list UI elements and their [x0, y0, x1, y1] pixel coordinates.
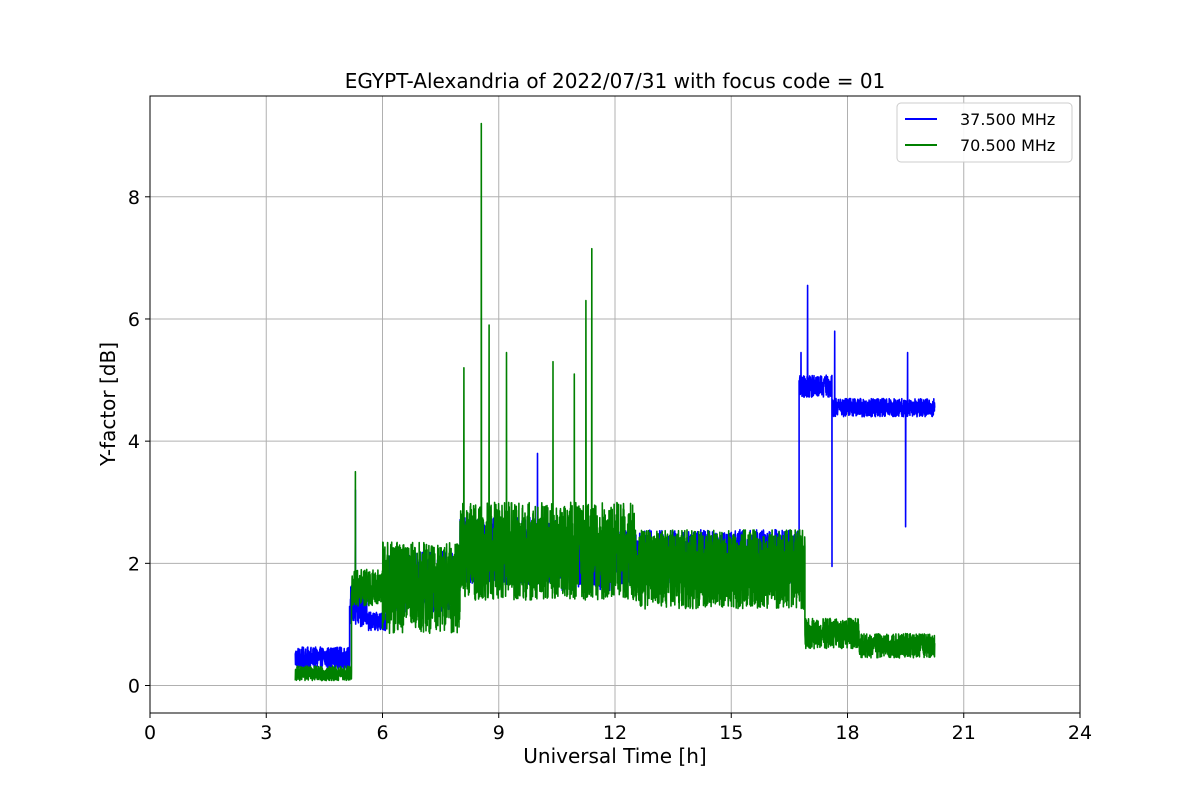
- y-tick-label: 8: [128, 187, 140, 209]
- legend-box: [896, 102, 1073, 163]
- x-tick-label: 0: [144, 722, 156, 744]
- x-axis: 0 3 6 9 12 15 18 21 24: [144, 713, 1092, 744]
- y-axis-label: Y-factor [dB]: [96, 342, 120, 467]
- x-tick-label: 3: [260, 722, 272, 744]
- y-axis: 0 2 4 6 8: [128, 187, 150, 698]
- x-axis-label: Universal Time [h]: [523, 744, 706, 768]
- x-tick-label: 21: [952, 722, 976, 744]
- series-line-70-500-MHz: [294, 122, 936, 682]
- plot-area: [294, 122, 936, 682]
- y-tick-label: 4: [128, 431, 140, 453]
- y-tick-label: 0: [128, 676, 140, 698]
- y-tick-label: 6: [128, 309, 140, 331]
- y-tick-label: 2: [128, 553, 140, 575]
- legend-label-37-5: 37.500 MHz: [960, 110, 1055, 129]
- x-tick-label: 15: [719, 722, 743, 744]
- legend-label-70-5: 70.500 MHz: [960, 136, 1055, 155]
- x-tick-label: 24: [1068, 722, 1092, 744]
- x-tick-label: 12: [603, 722, 627, 744]
- chart-title: EGYPT-Alexandria of 2022/07/31 with focu…: [345, 69, 886, 93]
- x-tick-label: 9: [493, 722, 505, 744]
- legend: 37.500 MHz 70.500 MHz: [896, 102, 1073, 163]
- x-tick-label: 6: [376, 722, 388, 744]
- x-tick-label: 18: [835, 722, 859, 744]
